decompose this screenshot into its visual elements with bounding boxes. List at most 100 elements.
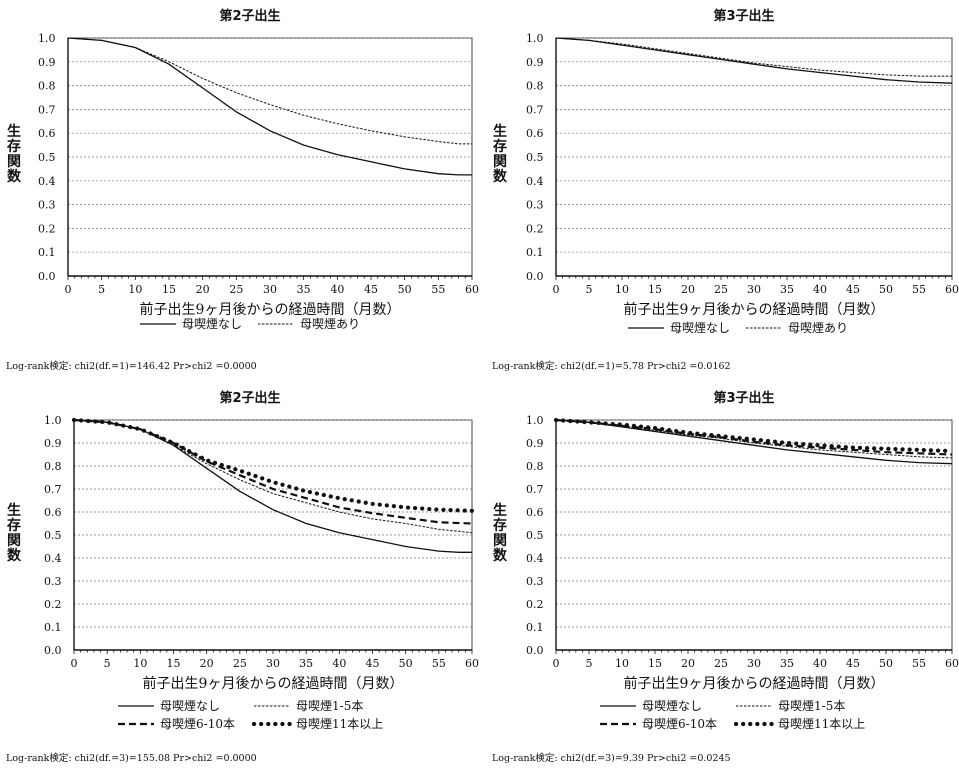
- y-tick-label: 0.3: [38, 199, 56, 212]
- x-tick-label: 40: [813, 283, 827, 296]
- y-axis-label: 生存関数: [491, 502, 507, 563]
- x-axis-label: 前子出生9ヶ月後からの経過時間（月数）: [624, 675, 885, 692]
- series-line-1: [67, 37, 472, 145]
- x-tick-label: 50: [399, 657, 413, 670]
- x-tick-label: 60: [465, 283, 479, 296]
- legend-label: 母喫煙なし: [670, 321, 730, 335]
- x-tick-label: 15: [162, 283, 176, 296]
- x-tick-label: 5: [586, 283, 593, 296]
- x-tick-label: 50: [398, 283, 412, 296]
- y-tick-label: 1.0: [44, 414, 62, 427]
- y-tick-label: 0.7: [526, 103, 544, 116]
- y-tick-label: 0.8: [526, 80, 544, 93]
- y-tick-label: 0.2: [44, 598, 62, 611]
- x-tick-label: 0: [71, 657, 78, 670]
- y-tick-label: 0.6: [38, 127, 56, 140]
- x-tick-label: 35: [299, 657, 313, 670]
- y-tick-label: 0.1: [44, 621, 62, 634]
- x-tick-label: 15: [167, 657, 181, 670]
- y-tick-label: 0.8: [38, 80, 56, 93]
- x-tick-label: 40: [330, 283, 344, 296]
- y-tick-label: 0.1: [526, 621, 544, 634]
- log-rank-note: Log-rank検定: chi2(df.=1)=5.78 Pr>chi2 =0.…: [492, 360, 731, 372]
- legend-label: 母喫煙6-10本: [160, 717, 235, 731]
- x-tick-label: 60: [945, 657, 959, 670]
- x-tick-label: 45: [364, 283, 378, 296]
- chart-panel-3rd-birth-amount: 第3子出生 0.0 0.1 0.2 0.3 0.4 0.5 0.6 0.7 0.8 0.9 1.0 0 5…: [486, 382, 959, 768]
- x-tick-label: 0: [553, 283, 560, 296]
- y-tick-label: 0.5: [38, 151, 56, 164]
- y-tick-label: 0.0: [526, 644, 544, 657]
- x-tick-label: 25: [229, 283, 243, 296]
- x-tick-label: 20: [196, 283, 210, 296]
- y-tick-label: 0.6: [44, 506, 62, 519]
- y-tick-label: 0.3: [526, 575, 544, 588]
- x-tick-label: 35: [780, 283, 794, 296]
- y-tick-label: 0.0: [38, 270, 56, 283]
- x-tick-label: 15: [648, 283, 662, 296]
- y-tick-label: 0.4: [526, 552, 544, 565]
- x-tick-label: 50: [879, 657, 893, 670]
- y-tick-label: 0.5: [44, 529, 62, 542]
- legend-label: 母喫煙なし: [160, 699, 220, 713]
- y-tick-label: 0.0: [44, 644, 62, 657]
- x-tick-label: 0: [553, 657, 560, 670]
- y-tick-label: 0.4: [38, 175, 56, 188]
- x-tick-label: 55: [912, 657, 926, 670]
- legend-label: 母喫煙あり: [788, 321, 848, 335]
- survival-chart: 第2子出生 0.0 0.1 0.2 0.3 0.4 0.5 0.6 0.7 0.8 0.9 1.0 0 5…: [5, 390, 479, 764]
- chart-panel-2nd-birth-amount: 第2子出生 0.0 0.1 0.2 0.3 0.4 0.5 0.6 0.7 0.8 0.9 1.0 0 5…: [0, 382, 479, 768]
- chart-panel-2nd-birth-binary: 第2子出生 0.0 0.1 0.2 0.3 0.4 0.5 0.6 0.7 0.8 0.9 1.0 0 5…: [0, 0, 479, 380]
- log-rank-note: Log-rank検定: chi2(df.=1)=146.42 Pr>chi2 =…: [6, 360, 257, 372]
- y-tick-label: 0.9: [526, 437, 544, 450]
- y-tick-label: 0.7: [38, 103, 56, 116]
- x-tick-label: 20: [200, 657, 214, 670]
- x-tick-label: 25: [714, 657, 728, 670]
- x-tick-label: 45: [846, 657, 860, 670]
- legend-label: 母喫煙1-5本: [778, 699, 845, 713]
- x-tick-label: 10: [615, 657, 629, 670]
- x-tick-label: 10: [133, 657, 147, 670]
- y-tick-label: 0.2: [526, 598, 544, 611]
- y-tick-label: 0.1: [38, 246, 56, 259]
- survival-chart: 第3子出生 0.0 0.1 0.2 0.3 0.4 0.5 0.6 0.7 0.8 0.9 1.0 0 5…: [491, 390, 959, 764]
- y-tick-label: 0.2: [526, 222, 544, 235]
- y-tick-label: 0.8: [526, 460, 544, 473]
- x-tick-label: 5: [104, 657, 111, 670]
- y-tick-label: 0.4: [526, 175, 544, 188]
- x-tick-label: 55: [431, 283, 445, 296]
- y-tick-label: 0.0: [526, 270, 544, 283]
- chart-title: 第3子出生: [713, 8, 774, 24]
- x-tick-label: 25: [233, 657, 247, 670]
- x-tick-label: 55: [912, 283, 926, 296]
- chart-title: 第2子出生: [219, 390, 280, 406]
- series-line-3: [553, 417, 955, 454]
- x-tick-label: 30: [266, 657, 280, 670]
- chart-title: 第3子出生: [713, 390, 774, 406]
- y-axis-label: 生存関数: [5, 502, 21, 563]
- x-tick-label: 45: [846, 283, 860, 296]
- x-tick-label: 20: [681, 657, 695, 670]
- x-axis-label: 前子出生9ヶ月後からの経過時間（月数）: [143, 675, 404, 692]
- x-tick-label: 45: [366, 657, 380, 670]
- y-tick-label: 0.3: [526, 199, 544, 212]
- y-tick-label: 0.3: [44, 575, 62, 588]
- legend-label: 母喫煙なし: [182, 317, 242, 331]
- legend-label: 母喫煙11本以上: [296, 717, 383, 731]
- series-line-2: [73, 418, 473, 525]
- x-tick-label: 60: [945, 283, 959, 296]
- plot-area: [73, 419, 473, 651]
- legend-label: 母喫煙あり: [300, 317, 360, 331]
- x-axis-label: 前子出生9ヶ月後からの経過時間（月数）: [140, 301, 401, 318]
- x-tick-label: 35: [297, 283, 311, 296]
- x-tick-label: 25: [714, 283, 728, 296]
- legend-label: 母喫煙1-5本: [296, 699, 363, 713]
- y-tick-label: 0.9: [44, 437, 62, 450]
- x-tick-label: 10: [615, 283, 629, 296]
- survival-chart: 第3子出生 0.0 0.1 0.2 0.3 0.4 0.5 0.6 0.7 0.8 0.9 1.0 0 5…: [491, 8, 959, 372]
- chart-panel-3rd-birth-binary: 第3子出生 0.0 0.1 0.2 0.3 0.4 0.5 0.6 0.7 0.8 0.9 1.0 0 5…: [486, 0, 959, 380]
- x-tick-label: 40: [813, 657, 827, 670]
- survival-chart: 第2子出生 0.0 0.1 0.2 0.3 0.4 0.5 0.6 0.7 0.8 0.9 1.0 0 5…: [5, 8, 479, 372]
- log-rank-note: Log-rank検定: chi2(df.=3)=155.08 Pr>chi2 =…: [6, 752, 257, 764]
- y-tick-label: 0.8: [44, 460, 62, 473]
